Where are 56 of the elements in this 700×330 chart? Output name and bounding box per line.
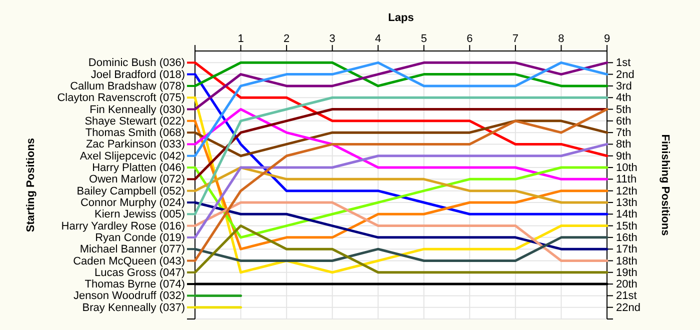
- x-tick-label: 7: [512, 33, 519, 45]
- legend-label: Michael Banner (077): [80, 244, 185, 256]
- y2-tick-label: 7th: [616, 127, 632, 140]
- y2-tick-label: 10th: [616, 162, 638, 174]
- x-tick-label: 6: [466, 33, 473, 45]
- x-tick-label: 8: [558, 33, 564, 45]
- y2-tick-label: 5th: [616, 104, 632, 116]
- x-tick-label: 4: [375, 33, 382, 45]
- legend-label: Bailey Campbell (052): [76, 185, 185, 198]
- legend-label: Connor Murphy (024): [80, 197, 185, 209]
- legend-label: Axel Slijepcevic (042): [80, 150, 185, 162]
- x-tick-label: 5: [420, 33, 427, 45]
- x-axis-title: Laps: [388, 12, 414, 24]
- legend-label: Jenson Woodruff (032): [74, 290, 185, 302]
- legend-label: Zac Parkinson (033): [86, 138, 185, 151]
- legend-label: Owen Marlow (072): [89, 174, 185, 186]
- y2-tick-label: 22nd: [616, 302, 640, 314]
- legend-label: Caden McQueen (043): [73, 255, 185, 268]
- legend-label: Fin Kenneally (030): [90, 104, 185, 116]
- legend-label: Joel Bradford (018): [90, 68, 185, 81]
- legend-label: Dominic Bush (036): [88, 57, 185, 70]
- y2-tick-label: 8th: [616, 138, 632, 151]
- y2-tick-label: 14th: [616, 208, 638, 221]
- x-tick-label: 1: [238, 33, 244, 45]
- legend-label: Clayton Ravenscroft (075): [57, 92, 185, 104]
- y2-tick-label: 6th: [616, 115, 632, 128]
- y2-tick-label: 9th: [616, 150, 632, 162]
- legend-label: Lucas Gross (047): [94, 266, 185, 279]
- y2-tick-label: 21st: [616, 290, 637, 302]
- legend-label: Shaye Stewart (022): [84, 115, 185, 128]
- legend-label: Harry Platten (046): [92, 162, 185, 174]
- y2-tick-label: 20th: [616, 278, 638, 291]
- legend-label: Ryan Conde (019): [95, 232, 185, 244]
- y2-tick-label: 3rd: [616, 80, 632, 92]
- y2-tick-label: 13th: [616, 197, 638, 209]
- y2-tick-label: 18th: [616, 255, 638, 268]
- legend-label: Kiern Jewiss (005): [94, 208, 185, 221]
- legend-label: Thomas Byrne (074): [84, 278, 185, 291]
- x-tick-label: 9: [604, 33, 610, 45]
- y2-tick-label: 2nd: [616, 68, 634, 81]
- y2-tick-label: 15th: [616, 220, 638, 232]
- legend-label: Callum Bradshaw (078): [70, 80, 185, 92]
- y2-tick-label: 11th: [616, 174, 637, 186]
- x-tick-label: 2: [283, 33, 290, 45]
- y2-tick-label: 17th: [616, 244, 638, 256]
- y2-tick-label: 19th: [616, 266, 638, 279]
- x-tick-label: 3: [329, 33, 336, 45]
- y2-tick-label: 16th: [616, 232, 638, 244]
- legend-label: Bray Kenneally (037): [82, 302, 185, 314]
- y2-tick-label: 4th: [616, 92, 632, 104]
- y2-tick-label: 1st: [616, 57, 631, 70]
- legend-label: Thomas Smith (068): [85, 127, 185, 140]
- y2-axis-title: Finishing Positions: [659, 134, 671, 236]
- legend-label: Harry Yardley Rose (016): [61, 220, 185, 232]
- legend-title: Starting Positions: [25, 138, 37, 232]
- y2-tick-label: 12th: [616, 185, 638, 198]
